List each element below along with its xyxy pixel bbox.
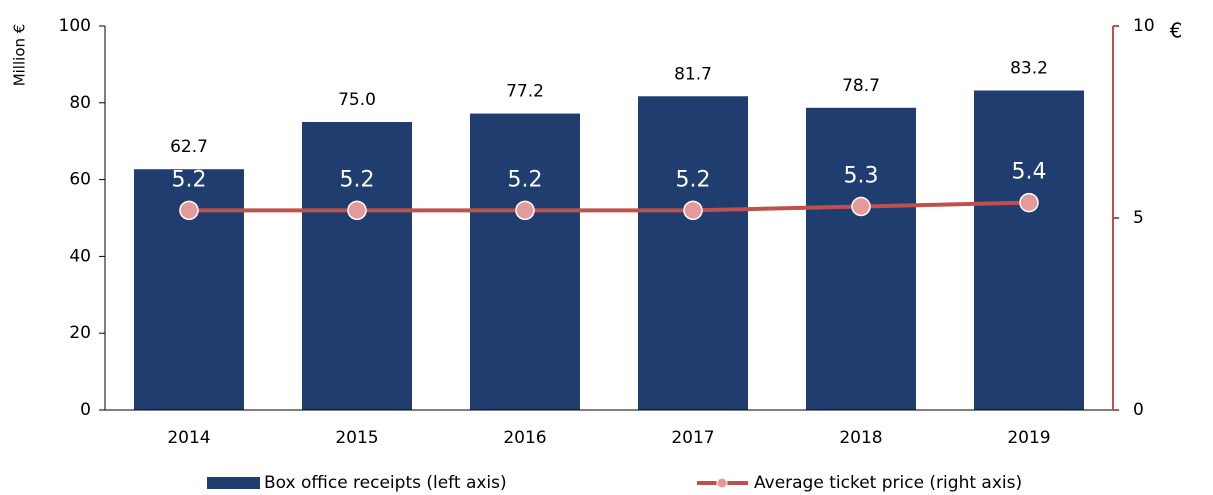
- x-tick-label: 2014: [167, 428, 210, 448]
- y2-axis-label: €: [1170, 19, 1183, 43]
- legend-marker: [716, 477, 728, 489]
- legend-label: Average ticket price (right axis): [754, 473, 1022, 493]
- x-tick-label: 2019: [1007, 428, 1050, 448]
- bar-value-label: 78.7: [842, 76, 880, 96]
- price-line: [189, 200, 1030, 213]
- y2-tick-label: 0: [1133, 400, 1144, 420]
- line-value-label: 5.4: [1012, 160, 1047, 185]
- bar: [302, 122, 412, 410]
- bar-value-label: 77.2: [506, 82, 544, 102]
- y-tick-label: 40: [69, 246, 91, 266]
- y2-tick-label: 10: [1133, 16, 1155, 36]
- legend-label: Box office receipts (left axis): [264, 473, 507, 493]
- y-tick-label: 100: [59, 16, 91, 36]
- price-marker: [683, 200, 703, 221]
- bar-value-label: 83.2: [1010, 59, 1048, 79]
- line-value-label: 5.2: [340, 167, 375, 192]
- price-marker: [851, 196, 871, 217]
- y-tick-label: 20: [69, 323, 91, 343]
- bar-value-label: 81.7: [674, 64, 712, 84]
- x-tick-label: 2015: [335, 428, 378, 448]
- price-marker: [179, 200, 199, 221]
- legend-swatch: [207, 477, 260, 489]
- price-marker: [1019, 192, 1039, 213]
- bar-value-label: 75.0: [338, 90, 376, 110]
- x-tick-label: 2017: [671, 428, 714, 448]
- x-tick-label: 2018: [839, 428, 882, 448]
- bar-value-label: 62.7: [170, 137, 208, 157]
- y-tick-label: 60: [69, 170, 91, 190]
- price-marker: [347, 200, 367, 221]
- bar: [974, 90, 1084, 411]
- y2-tick-label: 5: [1133, 208, 1144, 228]
- bar: [806, 107, 916, 411]
- bar: [638, 96, 748, 410]
- bar: [470, 113, 580, 410]
- line-value-label: 5.2: [676, 167, 711, 192]
- y-axis-label: Million €: [11, 24, 29, 87]
- x-tick-label: 2016: [503, 428, 546, 448]
- y-tick-label: 0: [80, 400, 91, 420]
- line-value-label: 5.3: [844, 163, 879, 188]
- line-value-label: 5.2: [508, 167, 543, 192]
- y-tick-label: 80: [69, 93, 91, 113]
- price-marker: [515, 200, 535, 221]
- line-value-label: 5.2: [172, 167, 207, 192]
